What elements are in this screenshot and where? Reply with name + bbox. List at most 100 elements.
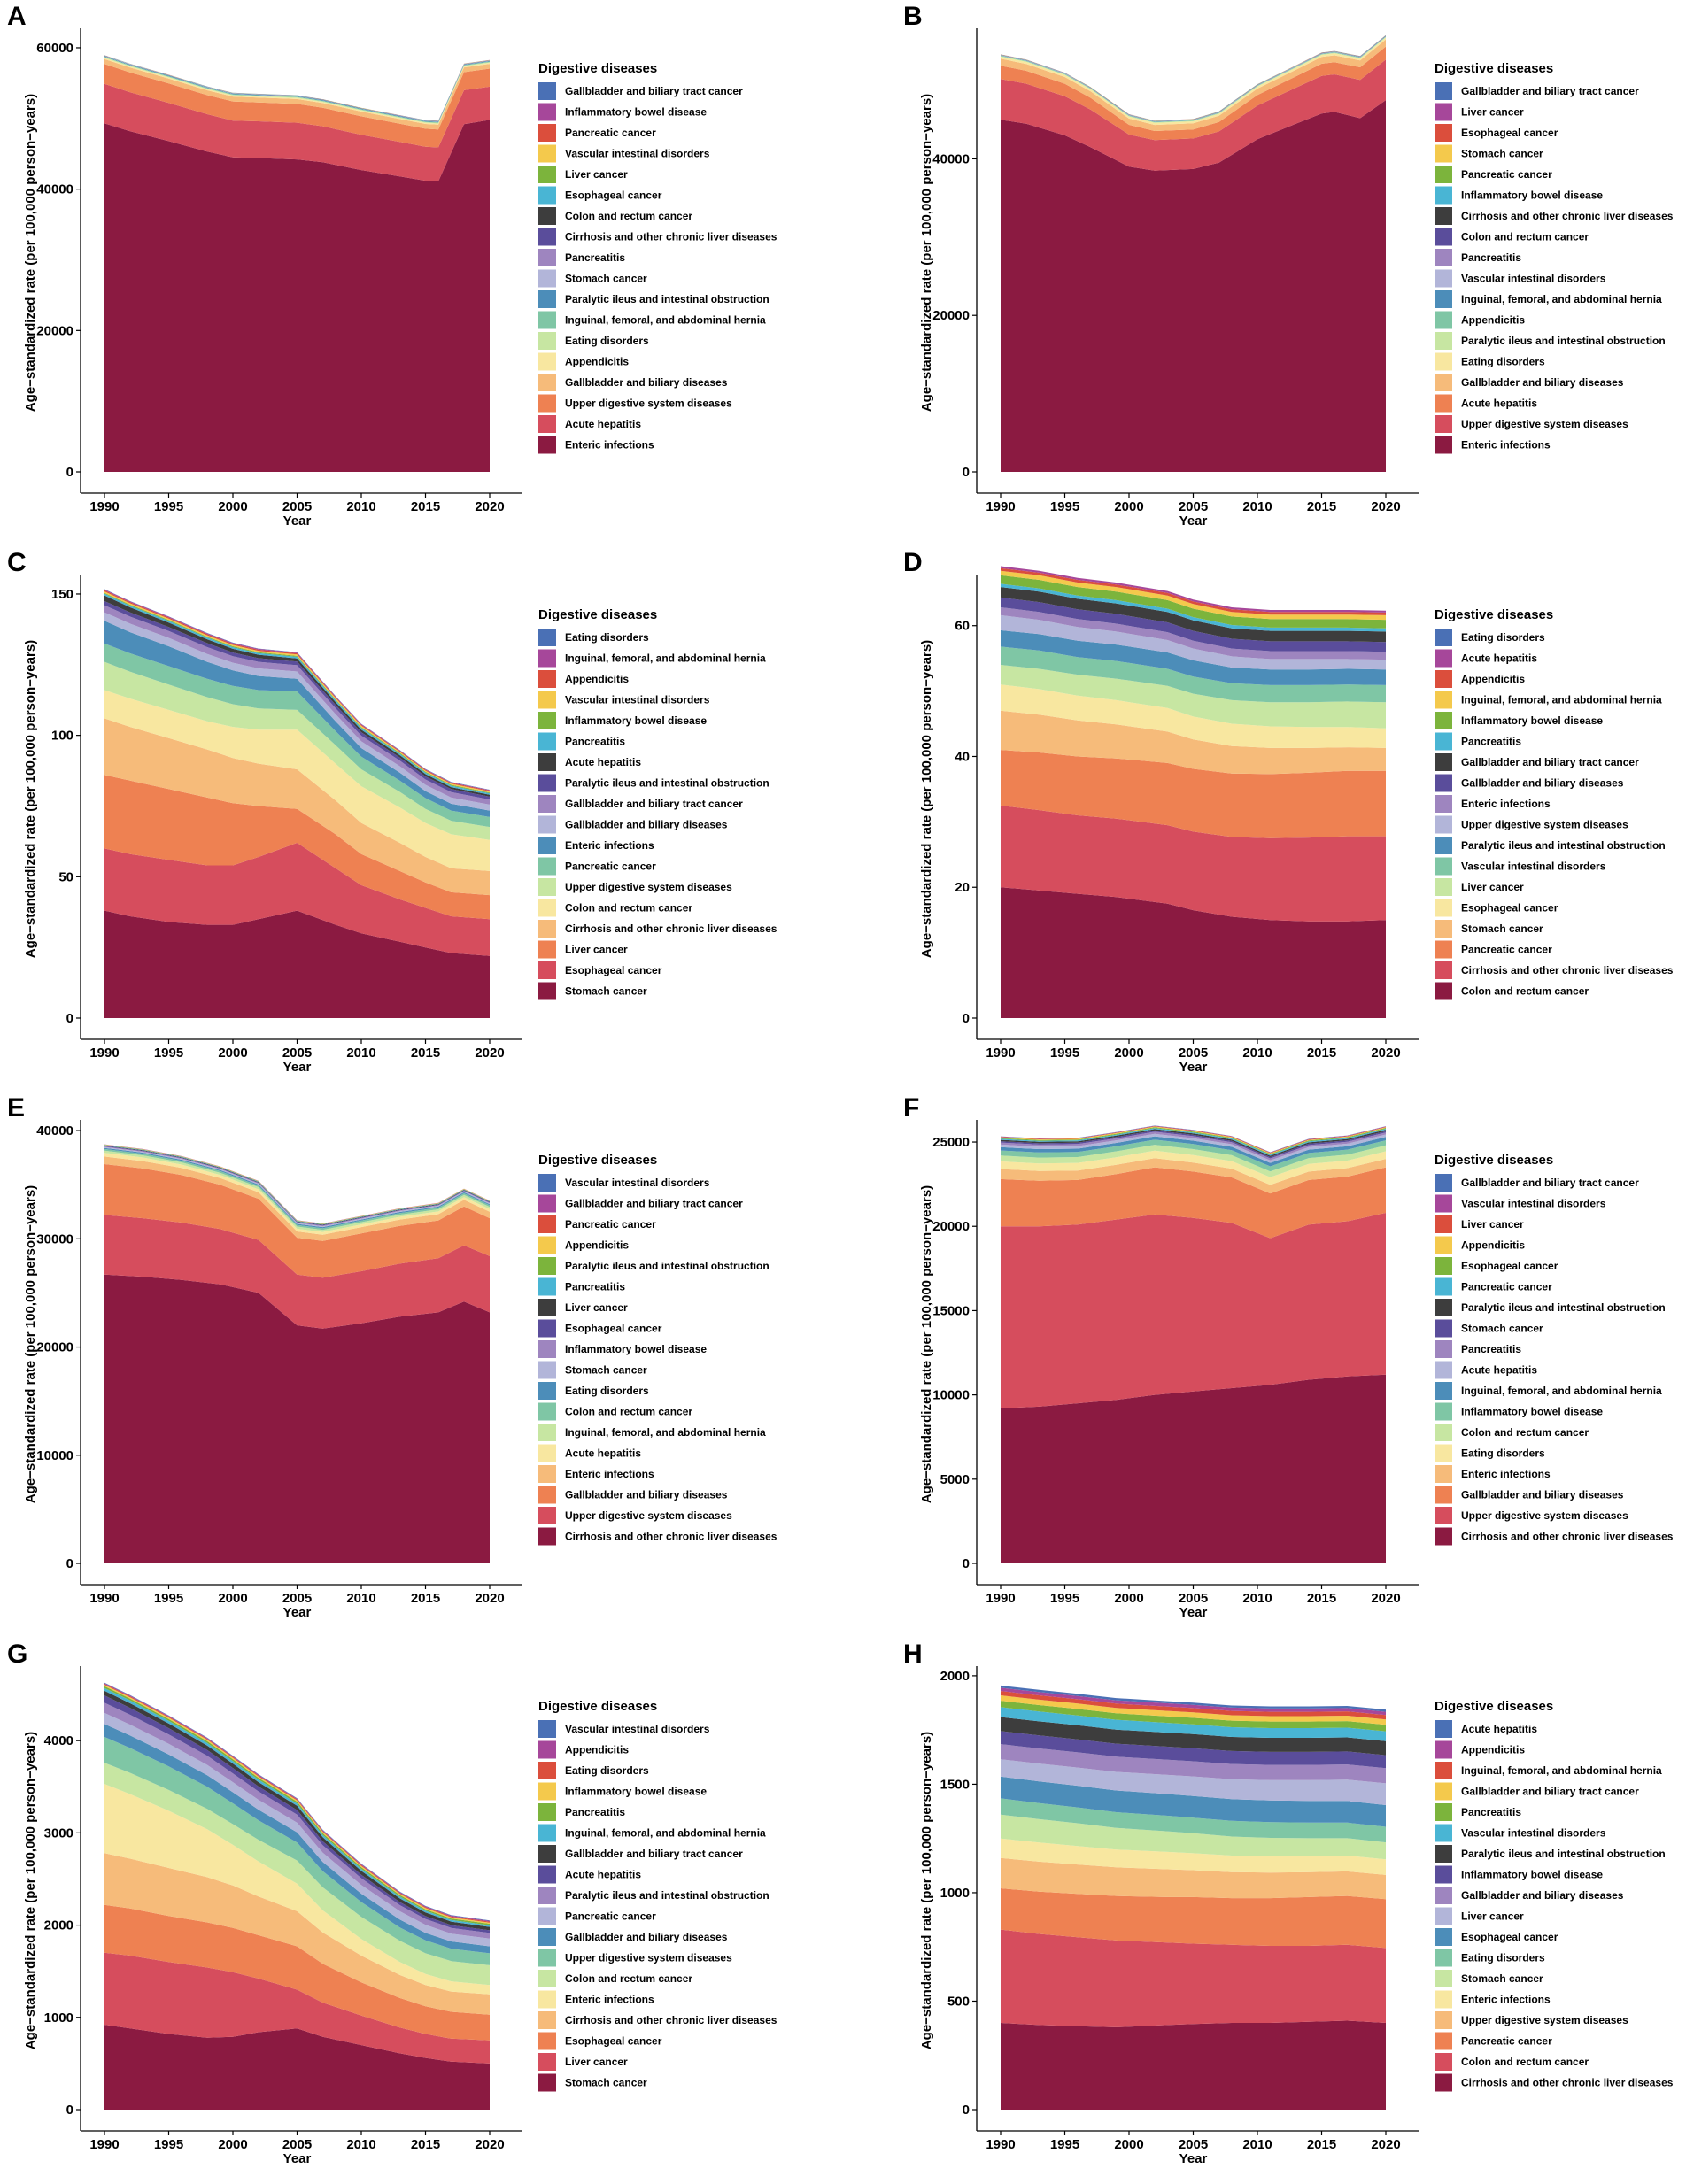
- legend-item-esophageal-cancer: Esophageal cancer: [1461, 902, 1558, 915]
- legend-swatch: [538, 753, 556, 771]
- legend-swatch: [1435, 774, 1452, 792]
- x-axis-title: Year: [283, 1060, 312, 1075]
- x-tick-label: 2005: [282, 2137, 312, 2152]
- y-tick-label: 10000: [36, 1448, 73, 1463]
- y-tick-label: 60000: [36, 41, 73, 56]
- area-cirrhosis-and-other-chronic-liver-diseases: [104, 718, 490, 896]
- area-gallbladder-and-biliary-diseases: [104, 612, 490, 811]
- legend-swatch: [1435, 1444, 1452, 1462]
- area-gallbladder-and-biliary-tract-cancer: [104, 605, 490, 805]
- legend-item-eating-disorders: Eating disorders: [565, 631, 649, 644]
- panel-c: 0 50 100 150 1990 1995 2000 2005 2010 2015 2020 Yea…: [7, 548, 777, 1075]
- area-stomach-cancer: [1001, 1814, 1386, 1860]
- legend-item-appendicitis: Appendicitis: [565, 356, 629, 368]
- area-esophageal-cancer: [104, 843, 490, 956]
- y-axis-title: Age−standardized rate (per 100,000 perso…: [23, 640, 38, 958]
- legend-swatch: [1435, 712, 1452, 729]
- legend-swatch: [538, 1465, 556, 1483]
- x-tick-label: 2010: [346, 499, 375, 514]
- area-acute-hepatitis: [104, 1153, 490, 1235]
- legend-swatch: [538, 1782, 556, 1801]
- y-tick-label: 20000: [932, 1219, 970, 1234]
- legend-swatch: [538, 207, 556, 225]
- x-axis-title: Year: [283, 2151, 312, 2166]
- x-tick-label: 2000: [1114, 2137, 1143, 2152]
- legend-item-enteric-infections: Enteric infections: [1461, 798, 1551, 810]
- legend-item-paralytic-ileus-and-intestinal-obstruction: Paralytic ileus and intestinal obstructi…: [565, 1260, 770, 1272]
- x-tick-label: 2005: [1179, 2137, 1208, 2152]
- area-upper-digestive-system-diseases: [1001, 1857, 1386, 1900]
- legend-swatch: [1435, 1970, 1452, 1987]
- legend-swatch: [538, 2011, 556, 2029]
- legend-item-gallbladder-and-biliary-diseases: Gallbladder and biliary diseases: [1461, 777, 1624, 790]
- legend-item-stomach-cancer: Stomach cancer: [1461, 148, 1543, 160]
- legend-item-inflammatory-bowel-disease: Inflammatory bowel disease: [1461, 1406, 1603, 1418]
- legend-swatch: [538, 774, 556, 792]
- legend-item-upper-digestive-system-diseases: Upper digestive system diseases: [565, 881, 732, 893]
- x-tick-label: 2020: [475, 1591, 504, 1606]
- legend-swatch: [538, 166, 556, 183]
- legend-swatch: [1435, 374, 1452, 391]
- legend-swatch: [1435, 1299, 1452, 1316]
- area-gallbladder-and-biliary-tract-cancer: [1001, 1125, 1386, 1153]
- legend-item-esophageal-cancer: Esophageal cancer: [1461, 127, 1558, 139]
- legend-item-gallbladder-and-biliary-diseases: Gallbladder and biliary diseases: [1461, 376, 1624, 389]
- area-esophageal-cancer: [1001, 1776, 1386, 1827]
- area-paralytic-ileus-and-intestinal-obstruction: [104, 601, 490, 800]
- legend-swatch: [538, 899, 556, 917]
- panel-b: 0 20000 40000 1990 1995 2000 2005 2010 2015 2020 Y…: [903, 2, 1674, 529]
- legend-swatch: [538, 1340, 556, 1358]
- legend-item-appendicitis: Appendicitis: [565, 673, 629, 685]
- legend-swatch: [538, 2053, 556, 2071]
- legend-item-acute-hepatitis: Acute hepatitis: [1461, 397, 1537, 410]
- y-tick-label: 2000: [44, 1918, 73, 1933]
- x-tick-label: 1995: [1050, 1591, 1079, 1606]
- legend-item-cirrhosis-and-other-chronic-liver-diseases: Cirrhosis and other chronic liver diseas…: [565, 2014, 777, 2026]
- legend-item-paralytic-ileus-and-intestinal-obstruction: Paralytic ileus and intestinal obstructi…: [565, 777, 770, 790]
- area-pancreatitis: [1001, 575, 1386, 629]
- legend-item-paralytic-ileus-and-intestinal-obstruction: Paralytic ileus and intestinal obstructi…: [1461, 1848, 1666, 1860]
- x-tick-label: 2020: [475, 1046, 504, 1061]
- x-tick-label: 2000: [1114, 499, 1143, 514]
- legend-swatch: [538, 332, 556, 350]
- legend-item-paralytic-ileus-and-intestinal-obstruction: Paralytic ileus and intestinal obstructi…: [565, 293, 770, 305]
- x-tick-label: 1990: [89, 499, 119, 514]
- area-vascular-intestinal-disorders: [1001, 1125, 1386, 1153]
- area-colon-and-rectum-cancer: [1001, 1929, 1386, 2027]
- legend-swatch: [1435, 82, 1452, 100]
- legend-swatch: [1435, 1949, 1452, 1967]
- area-gallbladder-and-biliary-diseases: [1001, 1167, 1386, 1239]
- area-acute-hepatitis: [104, 1695, 490, 1933]
- legend-swatch: [1435, 1277, 1452, 1296]
- legend-item-paralytic-ileus-and-intestinal-obstruction: Paralytic ileus and intestinal obstructi…: [1461, 1301, 1666, 1314]
- panel-g: 0 1000 2000 3000 4000 1990 1995 2000 2005 2010 201…: [7, 1640, 777, 2166]
- x-tick-label: 2015: [1307, 1591, 1336, 1606]
- x-tick-label: 2010: [1242, 1591, 1272, 1606]
- x-tick-label: 1995: [154, 1591, 183, 1606]
- area-gallbladder-and-biliary-diseases: [104, 1724, 490, 1954]
- x-tick-label: 2015: [411, 2137, 440, 2152]
- legend-swatch: [1435, 1215, 1452, 1233]
- legend-swatch: [1435, 753, 1452, 771]
- area-gallbladder-and-biliary-tract-cancer: [1001, 587, 1386, 643]
- legend-item-upper-digestive-system-diseases: Upper digestive system diseases: [1461, 2014, 1628, 2026]
- legend-swatch: [538, 1740, 556, 1759]
- legend-item-stomach-cancer: Stomach cancer: [565, 2077, 647, 2089]
- legend-item-stomach-cancer: Stomach cancer: [1461, 922, 1543, 935]
- area-appendicitis: [1001, 1126, 1386, 1154]
- area-stomach-cancer: [1001, 1130, 1386, 1159]
- panel-label: E: [7, 1093, 25, 1123]
- legend-swatch: [538, 374, 556, 391]
- legend-item-pancreatitis: Pancreatitis: [1461, 1343, 1521, 1355]
- x-tick-label: 2010: [1242, 1046, 1272, 1061]
- legend-item-upper-digestive-system-diseases: Upper digestive system diseases: [565, 397, 732, 410]
- legend-item-inguinal-femoral-and-abdominal-hernia: Inguinal, femoral, and abdominal hernia: [1461, 293, 1662, 305]
- y-axis-title: Age−standardized rate (per 100,000 perso…: [919, 1185, 934, 1503]
- legend-swatch: [1435, 1382, 1452, 1400]
- area-inguinal-femoral-and-abdominal-hernia: [1001, 1136, 1386, 1167]
- x-tick-label: 2015: [411, 1046, 440, 1061]
- x-tick-label: 2020: [475, 2137, 504, 2152]
- legend-swatch: [538, 837, 556, 854]
- area-cirrhosis-and-other-chronic-liver-diseases: [1001, 2020, 1386, 2110]
- area-colon-and-rectum-cancer: [104, 1763, 490, 1986]
